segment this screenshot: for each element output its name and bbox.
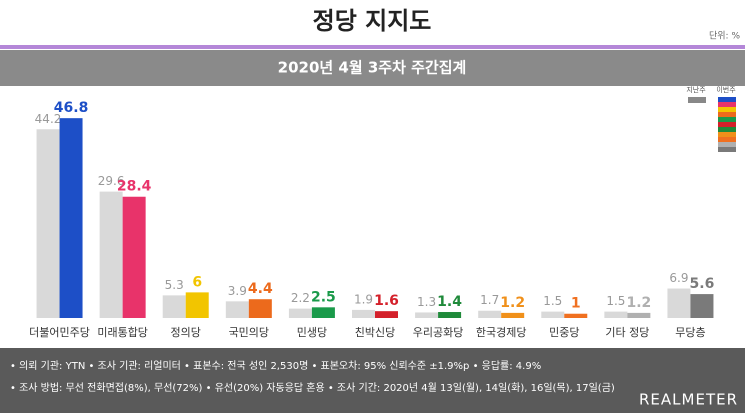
bar [185, 292, 209, 318]
value-label: 6 [192, 274, 202, 290]
bar [99, 191, 123, 318]
value-label: 44.2 [35, 112, 62, 126]
chart-title: 정당 지지도 [313, 7, 432, 35]
value-label: 5.3 [165, 278, 184, 292]
value-label: 2.5 [311, 289, 336, 305]
legend-swatch [718, 102, 736, 107]
bar [501, 312, 525, 318]
value-label: 4.4 [248, 281, 273, 297]
bar [667, 288, 691, 318]
legend-swatch [718, 127, 736, 132]
bar [415, 312, 439, 318]
value-label: 1.7 [480, 293, 499, 307]
bar [225, 301, 249, 318]
legend-swatch [718, 97, 736, 102]
x-tick-label: 기타 정당 [605, 326, 649, 339]
value-label: 1.5 [543, 294, 562, 308]
bar [627, 312, 651, 318]
bar [59, 118, 83, 318]
unit-note: 단위: % [709, 31, 740, 42]
value-label: 29.6 [98, 174, 125, 188]
bar [541, 311, 565, 318]
x-tick-label: 한국경제당 [476, 326, 527, 339]
bar [311, 307, 335, 318]
bar [36, 129, 60, 318]
bar [288, 308, 312, 318]
x-tick-label: 민생당 [297, 326, 327, 339]
bar [375, 311, 398, 318]
value-label: 3.9 [228, 284, 247, 298]
value-label: 1 [571, 296, 581, 312]
x-tick-label: 정의당 [171, 326, 201, 339]
legend-swatch [718, 122, 736, 127]
legend-swatch [718, 132, 736, 137]
value-label: 28.4 [117, 179, 152, 195]
subtitle-banner [0, 50, 745, 86]
value-label: 2.2 [291, 291, 310, 305]
value-label: 1.2 [626, 295, 651, 311]
x-tick-label: 미래통합당 [97, 326, 148, 339]
value-label: 6.9 [669, 271, 688, 285]
x-tick-label: 국민의당 [229, 326, 269, 339]
bar [248, 299, 272, 318]
bar [122, 196, 146, 318]
bar [604, 311, 628, 318]
value-label: 1.5 [606, 294, 625, 308]
bar [162, 295, 186, 318]
x-tick-label: 더불어민주당 [29, 326, 90, 339]
value-label: 1.4 [437, 294, 462, 310]
value-label: 1.2 [500, 295, 525, 311]
legend-label: 이번주 [716, 85, 736, 94]
value-label: 46.8 [54, 100, 89, 116]
legend-swatch [718, 142, 736, 147]
legend-swatch [688, 97, 706, 103]
bar [438, 312, 462, 318]
bar [564, 313, 588, 318]
value-label: 1.9 [354, 292, 373, 306]
footer-note: • 의뢰 기관: YTN • 조사 기관: 리얼미터 • 표본수: 전국 성인 … [10, 360, 541, 372]
value-label: 1.6 [374, 293, 399, 309]
subtitle: 2020년 4월 3주차 주간집계 [278, 59, 467, 77]
legend-swatch [718, 107, 736, 112]
legend-swatch [718, 137, 736, 142]
value-label: 5.6 [690, 276, 715, 292]
bar [478, 310, 502, 318]
footer [0, 348, 745, 413]
bar [352, 309, 375, 318]
legend-swatch [718, 112, 736, 117]
x-tick-label: 우리공화당 [413, 326, 464, 339]
bar [690, 294, 714, 318]
value-label: 1.3 [417, 295, 436, 309]
legend-swatch [718, 117, 736, 122]
accent-line [0, 45, 745, 49]
legend-label: 지난주 [686, 85, 706, 94]
legend-swatch [718, 147, 736, 152]
x-tick-label: 친박신당 [355, 326, 395, 339]
brand: REALMETER [639, 391, 738, 409]
x-tick-label: 무당층 [675, 326, 705, 339]
x-tick-label: 민중당 [549, 326, 579, 339]
footer-note: • 조사 방법: 무선 전화면접(8%), 무선(72%) • 유선(20%) … [10, 381, 615, 394]
